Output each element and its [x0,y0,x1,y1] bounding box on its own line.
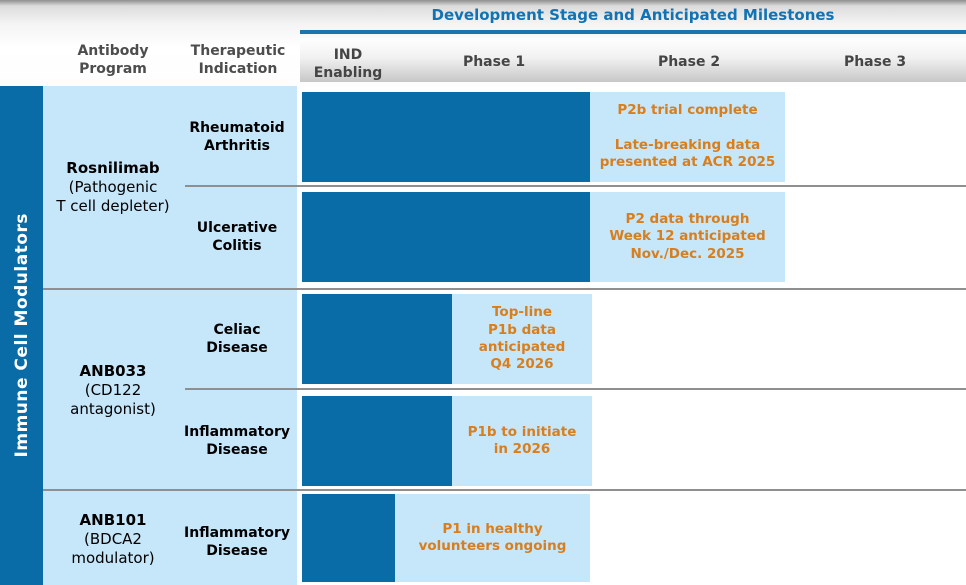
indication-label-inflammatory-disease-anb033: Inflammatory Disease [184,424,290,459]
divider-rosnilimab-rows [185,185,966,187]
stage-header-phase-3: Phase 3 [843,54,907,70]
program-name: ANB101 [79,511,147,529]
progress-bar-inflammatory-disease-anb101 [302,494,395,582]
program-name: Rosnilimab [66,159,160,177]
indication-label-rheumatoid-arthritis: Rheumatoid Arthritis [189,120,285,155]
program-label-anb101: ANB101 (BDCA2 modulator) [33,511,193,568]
program-label-anb033: ANB033 (CD122 antagonist) [33,362,193,419]
progress-bar-ulcerative-colitis [302,192,590,282]
group-background-anb101 [43,491,297,585]
stage-header-phase-1: Phase 1 [462,54,526,70]
program-label-rosnilimab: Rosnilimab (Pathogenic T cell depleter) [33,159,193,216]
title-underline [300,30,966,34]
divider-anb033-rows [185,388,966,390]
stage-header-ind-enabling: IND Enabling [313,47,383,82]
category-sidebar: Immune Cell Modulators [0,86,43,585]
progress-bar-rheumatoid-arthritis [302,92,590,182]
milestone-rheumatoid-arthritis: P2b trial complete Late-breaking data pr… [590,92,785,182]
milestone-inflammatory-disease-anb033: P1b to initiate in 2026 [452,396,592,486]
program-descriptor: (BDCA2 modulator) [71,530,155,568]
milestone-ulcerative-colitis: P2 data through Week 12 anticipated Nov.… [590,192,785,282]
milestone-inflammatory-disease-anb101: P1 in healthy volunteers ongoing [395,494,590,582]
page-title: Development Stage and Anticipated Milest… [431,6,835,24]
column-header-antibody-program: Antibody Program [77,43,149,78]
divider-group-rosnilimab-anb033 [43,288,966,290]
indication-label-ulcerative-colitis: Ulcerative Colitis [196,220,278,255]
indication-label-inflammatory-disease-anb101: Inflammatory Disease [184,525,290,560]
milestone-celiac-disease: Top-line P1b data anticipated Q4 2026 [452,294,592,384]
category-label: Immune Cell Modulators [11,213,32,458]
progress-bar-inflammatory-disease-anb033 [302,396,452,486]
column-header-therapeutic-indication: Therapeutic Indication [190,43,286,78]
program-descriptor: (Pathogenic T cell depleter) [56,178,170,216]
program-descriptor: (CD122 antagonist) [70,381,156,419]
group-background-rosnilimab [43,86,297,288]
indication-label-celiac-disease: Celiac Disease [206,322,268,357]
progress-bar-celiac-disease [302,294,452,384]
program-name: ANB033 [79,362,147,380]
stage-header-band [300,38,966,82]
stage-header-phase-2: Phase 2 [657,54,721,70]
divider-group-anb033-anb101 [43,489,966,491]
